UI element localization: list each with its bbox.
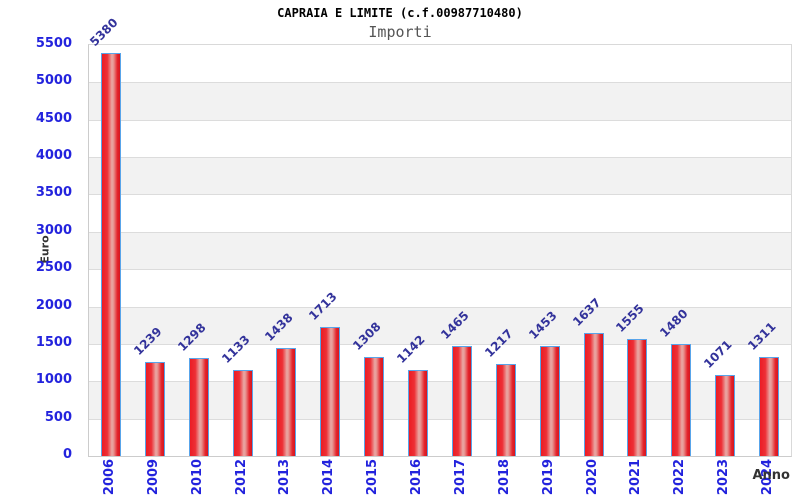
x-tick-label: 2010 (189, 458, 205, 496)
bar-2010 (188, 358, 209, 456)
y-tick-label: 3000 (35, 222, 72, 238)
gridline (89, 306, 791, 308)
x-axis-tick-labels: 2006 2009 2010 2012 2013 2014 2015 2016 2017 2018… (88, 455, 790, 500)
plot-area: 5380 1239 1298 1133 1438 1713 1308 1142 1465 1217… (87, 15, 792, 457)
plot-band (89, 231, 791, 270)
y-tick-label: 1500 (35, 334, 72, 350)
y-tick-label: 500 (44, 409, 72, 425)
bar-2016 (408, 369, 429, 456)
x-tick-label: 2019 (540, 458, 556, 496)
y-tick-label: 3500 (35, 185, 72, 201)
gridline (89, 157, 791, 159)
bar-2017 (451, 345, 472, 456)
plot-band (89, 82, 791, 120)
gridline (89, 82, 791, 84)
x-tick-label: 2012 (233, 458, 249, 496)
plot-band (89, 269, 791, 306)
x-tick-label: 2021 (628, 458, 644, 496)
x-tick-label: 2016 (409, 458, 425, 496)
chart-title: CAPRAIA E LIMITE (c.f.00987710480) (277, 6, 523, 20)
y-tick-label: 2000 (35, 297, 72, 313)
bar-2013 (276, 347, 297, 456)
chart-subtitle: Importi (368, 23, 432, 41)
y-tick-label: 5500 (35, 36, 72, 51)
bar-2018 (495, 364, 516, 456)
x-tick-label: 2009 (145, 458, 161, 496)
plot-band (89, 157, 791, 195)
bar-2014 (320, 327, 341, 456)
plot-band (89, 45, 791, 82)
x-tick-label: 2023 (716, 458, 732, 496)
x-tick-label: 2014 (321, 458, 337, 496)
plot-band (89, 194, 791, 231)
gridline (89, 343, 791, 345)
y-tick-label: 4500 (35, 110, 72, 126)
bar-2023 (715, 374, 736, 456)
x-axis-title: Anno (752, 468, 790, 483)
x-tick-label: 2017 (452, 458, 468, 496)
bar-2006 (100, 52, 121, 456)
bar-2020 (583, 332, 604, 456)
plot-band (89, 120, 791, 157)
y-tick-label: 1000 (35, 372, 72, 388)
x-tick-label: 2015 (365, 458, 381, 496)
gridline (89, 119, 791, 121)
gridline (89, 418, 791, 420)
bar-2024 (759, 357, 780, 456)
bar-2021 (627, 338, 648, 456)
gridline (89, 269, 791, 271)
gridline (89, 381, 791, 383)
bar-2019 (539, 346, 560, 456)
x-tick-label: 2013 (277, 458, 293, 496)
y-tick-label: 5000 (35, 73, 72, 89)
x-tick-label: 2022 (672, 458, 688, 496)
y-tick-label: 2500 (35, 260, 72, 276)
x-tick-label: 2006 (101, 458, 117, 496)
gridline (89, 194, 791, 196)
bar-2015 (364, 357, 385, 456)
plot-band (89, 306, 791, 344)
x-tick-label: 2018 (496, 458, 512, 496)
gridline (89, 231, 791, 233)
bar-2009 (144, 362, 165, 456)
y-axis-tick-labels: 0 500 1000 1500 2000 2500 3000 3500 4000 4500 5000… (0, 36, 80, 462)
x-tick-label: 2020 (584, 458, 600, 496)
bar-2022 (671, 344, 692, 456)
y-tick-label: 0 (62, 447, 72, 462)
y-tick-label: 4000 (35, 148, 72, 164)
bar-2012 (232, 370, 253, 456)
